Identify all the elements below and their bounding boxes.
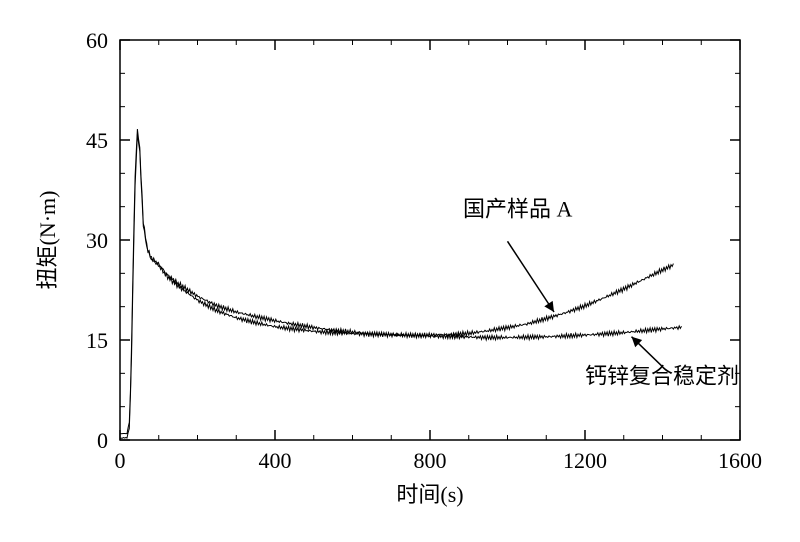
- x-tick-label: 800: [414, 448, 447, 473]
- x-tick-label: 0: [115, 448, 126, 473]
- torque-time-chart: 0 400 800 1200 1600 0 15 30 45 60 时间(s) 扭矩(N·m) 国产样品…: [0, 0, 800, 542]
- y-tick-label: 15: [86, 328, 108, 353]
- x-tick-label: 1600: [718, 448, 762, 473]
- annotation-arrow-0: [508, 241, 555, 312]
- chart-svg: 0 400 800 1200 1600 0 15 30 45 60 时间(s) 扭矩(N·m) 国产样品…: [0, 0, 800, 542]
- x-axis-label: 时间(s): [396, 482, 463, 507]
- y-tick-label: 60: [86, 28, 108, 53]
- series-1: [120, 134, 682, 439]
- y-tick-label: 30: [86, 228, 108, 253]
- y-axis-label: 扭矩(N·m): [35, 191, 60, 290]
- y-tick-label: 45: [86, 128, 108, 153]
- annotation-arrowhead-0: [544, 301, 554, 312]
- x-tick-label: 400: [259, 448, 292, 473]
- annotation-label-0: 国产样品 A: [463, 197, 573, 222]
- x-tick-label: 1200: [563, 448, 607, 473]
- y-tick-label: 0: [97, 428, 108, 453]
